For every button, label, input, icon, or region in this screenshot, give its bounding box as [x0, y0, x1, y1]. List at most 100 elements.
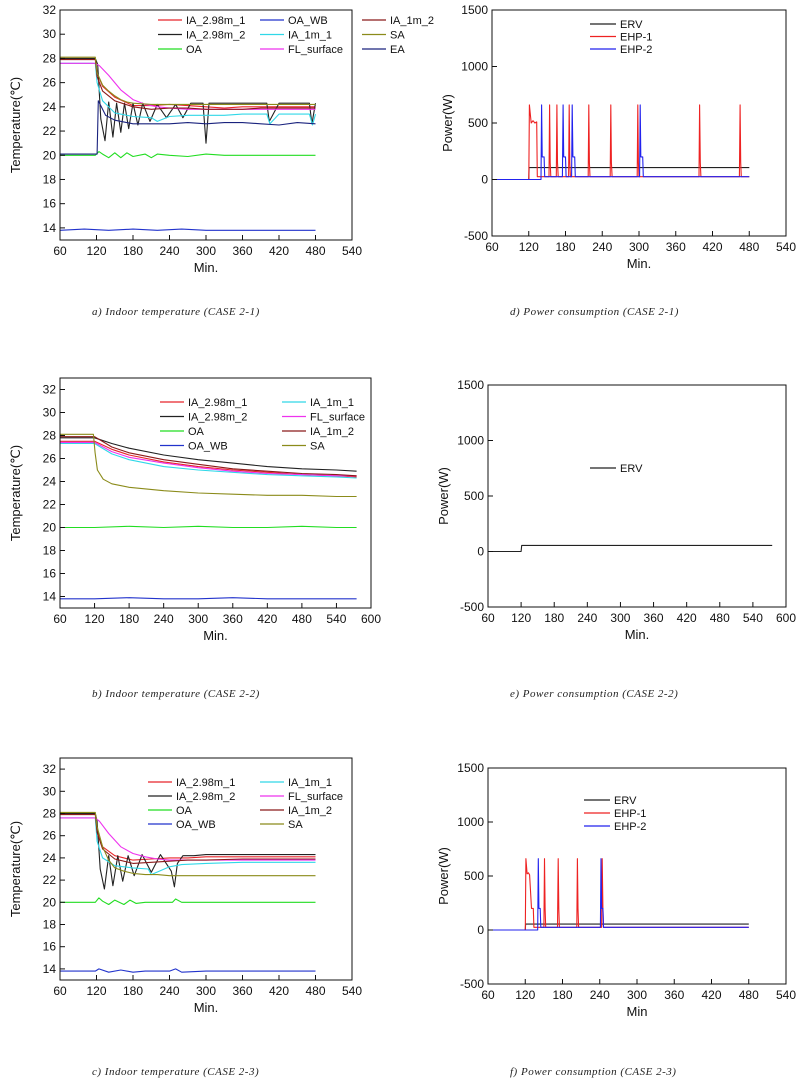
x-tick-label: 60	[53, 244, 67, 258]
legend-label-ea: EA	[390, 44, 405, 56]
y-tick-label: 1500	[461, 3, 488, 17]
y-tick-label: 16	[43, 940, 57, 954]
series-line-ia-2-98m-2	[60, 437, 357, 472]
x-tick-label: 600	[776, 611, 796, 625]
series-line-erv	[492, 167, 750, 181]
caption-d: d) Power consumption (CASE 2-1)	[510, 306, 679, 318]
x-tick-label: 420	[269, 984, 289, 998]
x-axis-label: Min.	[627, 256, 652, 271]
x-tick-label: 300	[610, 611, 630, 625]
x-tick-label: 300	[629, 240, 649, 254]
x-tick-label: 60	[485, 240, 499, 254]
x-tick-label: 420	[702, 240, 722, 254]
series-line-sa	[60, 56, 316, 105]
y-tick-label: 22	[43, 498, 57, 512]
x-tick-label: 300	[196, 984, 216, 998]
legend-label-ia-2-98m-1: IA_2.98m_1	[186, 15, 245, 27]
x-tick-label: 120	[86, 984, 106, 998]
y-tick-label: 16	[43, 567, 57, 581]
plot-area	[488, 858, 749, 931]
plot-area	[488, 544, 773, 553]
legend-label-ia-2-98m-1: IA_2.98m_1	[188, 397, 247, 409]
x-axis-label: Min.	[194, 260, 219, 275]
x-tick-label: 120	[515, 988, 535, 1002]
series-line-fl-surface	[60, 817, 316, 861]
series-line-oa-wb	[60, 968, 316, 973]
plot-area	[60, 433, 357, 600]
y-axis-label: Power(W)	[436, 847, 451, 905]
x-tick-label: 180	[123, 984, 143, 998]
y-tick-label: 28	[43, 807, 57, 821]
y-tick-label: 500	[464, 489, 484, 503]
y-tick-label: 20	[43, 521, 57, 535]
y-tick-label: 1500	[457, 761, 484, 775]
x-tick-label: 480	[292, 612, 312, 626]
y-tick-label: 30	[43, 27, 57, 41]
y-tick-label: 22	[43, 873, 57, 887]
y-axis-label: Temperature(℃)	[8, 445, 23, 541]
x-tick-label: 60	[481, 611, 495, 625]
legend-label-ehp-1: EHP-1	[620, 32, 652, 44]
y-tick-label: 500	[468, 116, 488, 130]
y-tick-label: 20	[43, 148, 57, 162]
series-line-ia-2-98m-2	[60, 812, 316, 890]
x-tick-label: 240	[159, 244, 179, 258]
legend-label-fl-surface: FL_surface	[288, 44, 343, 56]
plot-frame	[487, 767, 787, 985]
y-tick-label: 30	[43, 406, 57, 420]
x-tick-label: 360	[666, 240, 686, 254]
x-tick-label: 420	[269, 244, 289, 258]
x-tick-label: 180	[544, 611, 564, 625]
y-tick-label: 1000	[461, 60, 488, 74]
plot-area	[60, 811, 316, 973]
legend-label-ia-2-98m-2: IA_2.98m_2	[188, 412, 247, 424]
y-tick-label: -500	[460, 977, 484, 991]
legend-label-ia-2-98m-2: IA_2.98m_2	[186, 30, 245, 42]
y-tick-label: 32	[43, 383, 57, 397]
y-tick-label: 500	[464, 869, 484, 883]
y-tick-label: 28	[43, 51, 57, 65]
x-tick-label: 180	[123, 244, 143, 258]
x-tick-label: 540	[776, 988, 796, 1002]
y-tick-label: 32	[43, 3, 57, 17]
legend-label-oa-wb: OA_WB	[176, 819, 216, 831]
y-tick-label: 24	[43, 851, 57, 865]
x-tick-label: 120	[511, 611, 531, 625]
series-line-sa	[60, 811, 316, 877]
legend-label-oa: OA	[186, 44, 203, 56]
x-tick-label: 240	[159, 984, 179, 998]
chart-f-power-consumption-case-2-3: 60 120 180 240 300 360 420 480 540 -500 0 500 1000 15…	[436, 761, 796, 1019]
y-tick-label: 0	[481, 173, 488, 187]
x-tick-label: 480	[739, 988, 759, 1002]
x-tick-label: 360	[232, 984, 252, 998]
plot-frame	[59, 377, 372, 609]
x-tick-label: 60	[53, 612, 67, 626]
caption-e: e) Power consumption (CASE 2-2)	[510, 688, 679, 700]
y-axis-label: Temperature(℃)	[8, 821, 23, 917]
chart-a-indoor-temperature-case-2-1: 60 120 180 240 300 360 420 480 540 14 16 18 20 22 24 26…	[8, 3, 434, 275]
series-line-sa	[60, 433, 357, 498]
x-tick-label: 300	[196, 244, 216, 258]
series-line-erv	[488, 544, 773, 553]
legend-label-ia-2-98m-1: IA_2.98m_1	[176, 777, 235, 789]
legend-label-ehp-2: EHP-2	[614, 821, 646, 833]
x-tick-label: 240	[577, 611, 597, 625]
legend-label-oa: OA	[188, 426, 205, 438]
chart-d-power-consumption-case-2-1: 60 120 180 240 300 360 420 480 540 -500 0 500 1000 15…	[440, 3, 796, 271]
x-tick-label: 120	[519, 240, 539, 254]
y-tick-label: 16	[43, 197, 57, 211]
plot-frame	[487, 384, 787, 608]
legend-label-erv: ERV	[620, 19, 643, 31]
x-tick-label: 240	[154, 612, 174, 626]
x-tick-label: 540	[342, 984, 362, 998]
legend-label-oa-wb: OA_WB	[288, 15, 328, 27]
legend-label-ia-1m-1: IA_1m_1	[310, 397, 354, 409]
y-tick-label: 18	[43, 918, 57, 932]
series-line-oa-wb	[60, 228, 316, 231]
x-tick-label: 120	[85, 612, 105, 626]
legend-label-ia-1m-2: IA_1m_2	[310, 426, 354, 438]
series-line-ia-1m-2	[60, 436, 357, 477]
y-tick-label: -500	[464, 229, 488, 243]
caption-c: c) Indoor temperature (CASE 2-3)	[92, 1066, 260, 1078]
series-line-oa	[60, 525, 357, 529]
